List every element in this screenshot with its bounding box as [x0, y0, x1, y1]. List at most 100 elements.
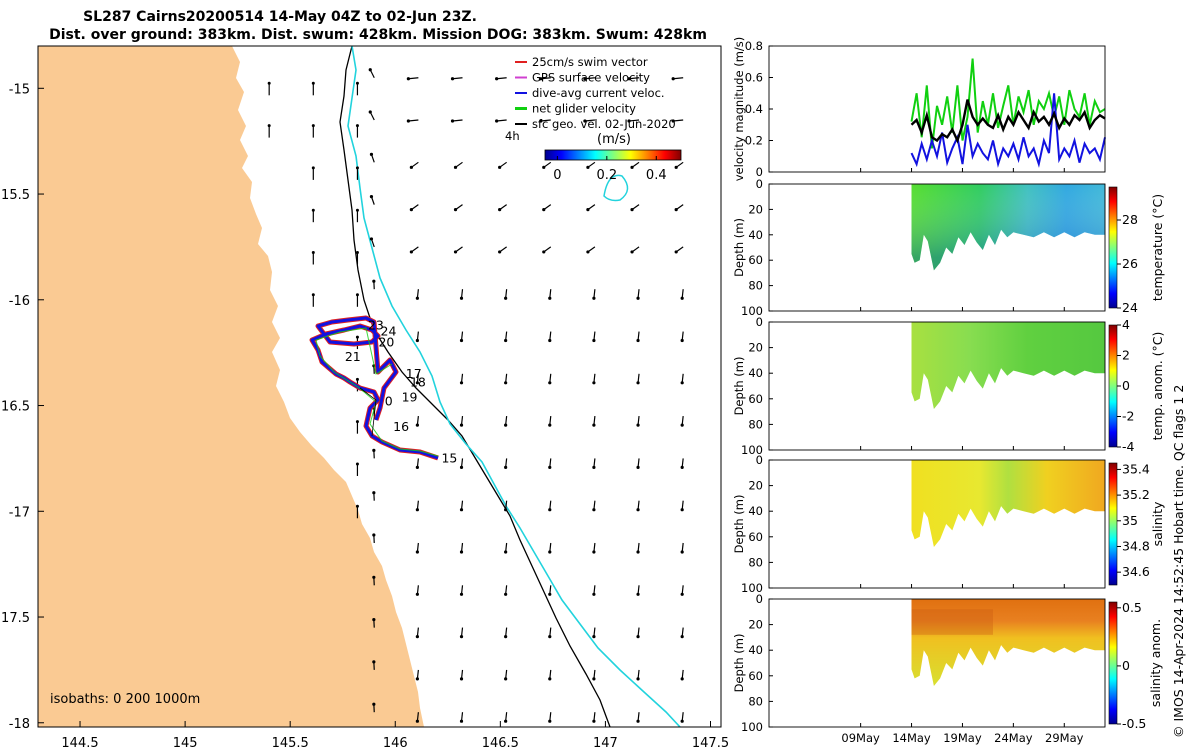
track-day-label: 17: [406, 366, 422, 381]
colorbar-tick-label: 28: [1122, 212, 1138, 227]
map-ytick-label: 15.5: [1, 188, 30, 203]
map-xtick-label: 145.5: [272, 736, 309, 750]
ylabel: Depth (m): [732, 357, 746, 416]
panel-1: 0 20 40 60 80 100 24 26 28 temperature (°C) Depth …: [732, 177, 1165, 318]
colorbar-tick-label: 0: [1122, 378, 1130, 393]
ytick-label: 0.2: [745, 134, 763, 148]
colorbar-tick-label: 4: [1122, 317, 1130, 332]
section-shading: [911, 184, 1105, 271]
ytick-label: 100: [741, 443, 763, 457]
legend-entry: 25cm/s swim vector: [532, 55, 648, 69]
ytick-label: 60: [748, 669, 763, 683]
map-ytick-label: 17.5: [1, 611, 30, 626]
track-day-label: 19: [402, 389, 418, 404]
colorbar-tick-label: 26: [1122, 256, 1138, 271]
ytick-label: 60: [748, 530, 763, 544]
map-ytick-label: -18: [9, 717, 30, 732]
ytick-label: 100: [741, 720, 763, 734]
colorbar-tick-label: -4: [1122, 439, 1135, 454]
map-ytick-label: -16: [9, 294, 30, 309]
ytick-label: 0.4: [745, 102, 763, 116]
map-ytick-label: -17: [9, 505, 30, 520]
track-day-label: 0: [385, 394, 393, 409]
colorbar-label: temperature (°C): [1150, 194, 1165, 301]
section-data: [911, 599, 1105, 686]
colorbar-label: salinity: [1150, 501, 1165, 546]
colorbar-label: (m/s): [597, 132, 631, 147]
map-xtick-label: 146: [383, 736, 408, 750]
ytick-label: 20: [748, 202, 763, 216]
isobaths-label: isobaths: 0 200 1000m: [50, 692, 200, 707]
map-xtick-label: 147.5: [692, 736, 729, 750]
ylabel: Depth (m): [732, 495, 746, 554]
ytick-label: 40: [748, 504, 763, 518]
track-day-label: 24: [381, 324, 397, 339]
ytick-label: 80: [748, 279, 763, 293]
colorbar-tick-label: 34.6: [1122, 564, 1150, 579]
ytick-label: 20: [748, 618, 763, 632]
imos-stamp: © IMOS 14-Apr-2024 14:52:45 Hobart time.…: [1171, 385, 1186, 738]
ytick-label: 0: [756, 592, 763, 606]
track-day-label: 16: [393, 419, 409, 434]
ytick-label: 80: [748, 555, 763, 569]
ytick-label: 20: [748, 479, 763, 493]
map-axes: 144.5 145 145.5 146 146.5 147 147.5 -15 15.5 -16 1…: [1, 82, 729, 750]
panel-frame: [768, 598, 1106, 728]
colorbar-label: temp. anom. (°C): [1150, 332, 1165, 441]
map-legend: 25cm/s swim vector GPS surface velocitydi…: [505, 55, 682, 183]
xtick-label: 24May: [994, 731, 1033, 745]
panel-frame: [768, 321, 1106, 451]
colorbar-tick-label: 0.2: [596, 168, 617, 183]
colorbar-tick-label: 35: [1122, 513, 1138, 528]
track-day-label: 18: [410, 375, 426, 390]
colorbar-tick-label: 35.4: [1122, 461, 1150, 476]
ytick-label: 40: [748, 228, 763, 242]
speed-colorbar: [544, 149, 682, 161]
colorbar-label: salinity anom.: [1148, 619, 1163, 707]
panel-frame: [768, 459, 1106, 589]
legend-note: 4h: [505, 129, 520, 143]
ytick-label: 20: [748, 341, 763, 355]
glider-track: [309, 315, 439, 461]
title-line1: SL287 Cairns20200514 14-May 04Z to 02-Ju…: [83, 9, 477, 25]
colorbar-tick-label: 34.8: [1122, 538, 1150, 553]
panel-colorbar: [1108, 462, 1118, 586]
colorbar-tick-label: 0.4: [646, 168, 667, 183]
legend-entry: GPS surface velocity: [532, 71, 650, 85]
colorbar-tick-label: 0: [1122, 658, 1130, 673]
ylabel: velocity magnitude (m/s): [732, 37, 746, 182]
ytick-label: 0.8: [745, 39, 763, 53]
ytick-label: 100: [741, 304, 763, 318]
colorbar-tick-label: 35.2: [1122, 487, 1150, 502]
ytick-label: 0: [756, 453, 763, 467]
map-ytick-label: -15: [9, 82, 30, 97]
panel-frame: [768, 183, 1106, 312]
xtick-label: 09May: [841, 731, 880, 745]
land: [38, 46, 424, 727]
isobath-1000: [347, 46, 681, 727]
panel-colorbar: [1108, 324, 1118, 448]
ytick-label: 80: [748, 417, 763, 431]
panel-frame: [768, 45, 1106, 173]
ytick-label: 40: [748, 366, 763, 380]
xtick-label: 19May: [943, 731, 982, 745]
ytick-label: 0: [756, 177, 763, 191]
panel-colorbar: [1108, 601, 1118, 725]
map-xtick-label: 146.5: [482, 736, 519, 750]
legend-entry: dive-avg current veloc.: [532, 86, 665, 100]
track-day-label: 15: [441, 451, 457, 466]
map-xtick-label: 147: [593, 736, 618, 750]
colorbar-tick-label: -0.5: [1122, 716, 1146, 731]
series-dive-avg-current-veloc-: [910, 93, 1106, 168]
map-xtick-label: 144.5: [61, 736, 98, 750]
map-ytick-label: 16.5: [1, 400, 30, 415]
track-day-label: 23: [368, 317, 384, 332]
colorbar-tick-label: -2: [1122, 409, 1134, 424]
panel-3: 0 20 40 60 80 100 35.4 35.2 35 34.8 34.6 salinity De…: [732, 453, 1165, 595]
